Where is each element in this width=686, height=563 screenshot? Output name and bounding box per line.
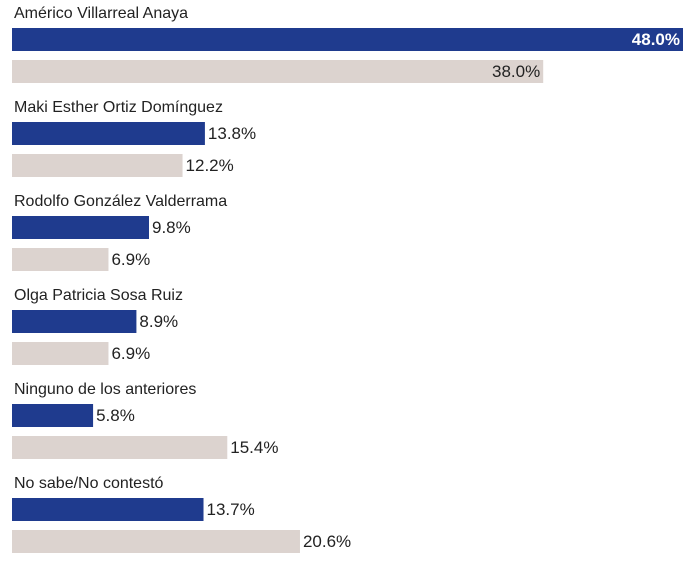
value-label: 5.8% — [96, 406, 135, 425]
bar — [12, 436, 228, 459]
category-label: Olga Patricia Sosa Ruiz — [14, 287, 183, 304]
bar — [12, 498, 204, 521]
bar — [12, 530, 300, 553]
bar — [12, 60, 544, 83]
category-label: Rodolfo González Valderrama — [14, 193, 227, 210]
value-label: 48.0% — [632, 30, 680, 49]
category-label: Maki Esther Ortiz Domínguez — [14, 99, 223, 116]
value-label: 8.9% — [139, 312, 178, 331]
value-label: 13.7% — [207, 500, 255, 519]
bar — [12, 310, 137, 333]
value-label: 9.8% — [152, 218, 191, 237]
bar — [12, 404, 94, 427]
value-label: 6.9% — [111, 250, 150, 269]
value-label: 6.9% — [111, 344, 150, 363]
bar — [12, 154, 183, 177]
value-label: 20.6% — [303, 532, 351, 551]
value-label: 13.8% — [208, 124, 256, 143]
value-label: 38.0% — [492, 62, 540, 81]
bar — [12, 28, 683, 51]
bar — [12, 342, 109, 365]
value-label: 12.2% — [186, 156, 234, 175]
bar — [12, 248, 109, 271]
value-label: 15.4% — [230, 438, 278, 457]
bar — [12, 216, 149, 239]
category-label: Américo Villarreal Anaya — [14, 5, 188, 22]
category-label: Ninguno de los anteriores — [14, 381, 196, 398]
category-label: No sabe/No contestó — [14, 475, 164, 492]
bar — [12, 122, 205, 145]
